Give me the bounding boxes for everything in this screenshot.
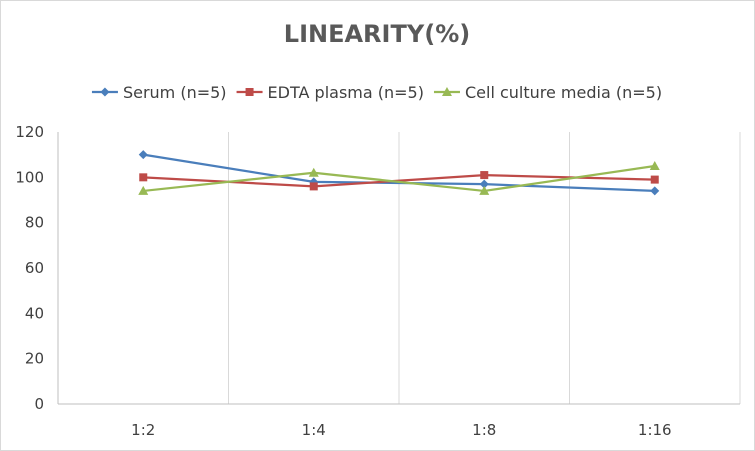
series-line-cell-culture-media-n-5	[143, 164, 655, 193]
legend-marker	[245, 88, 254, 96]
data-point-serum-n-5	[650, 186, 660, 196]
y-tick-label: 100	[15, 168, 44, 186]
data-point-cell-culture-media-n-5	[649, 161, 660, 170]
legend-label: Cell culture media (n=5)	[465, 83, 662, 102]
series-line-serum-n-5	[143, 153, 655, 193]
data-point-edta-plasma-n-5	[480, 171, 489, 180]
data-point-serum-n-5	[138, 150, 148, 160]
axes	[57, 132, 740, 405]
data-point-cell-culture-media-n-5	[479, 185, 490, 195]
y-tick-label: 20	[25, 350, 44, 368]
legend-label: Serum (n=5)	[123, 83, 227, 102]
legend: Serum (n=5) EDTA plasma (n=5) Cell culture…	[91, 83, 662, 102]
data-point-serum-n-5	[479, 179, 489, 189]
y-tick-label: 120	[15, 123, 44, 141]
y-tick-label: 40	[25, 304, 44, 322]
series-cell-culture-media-n-5	[138, 161, 660, 195]
series-group	[138, 150, 660, 196]
data-point-cell-culture-media-n-5	[308, 167, 319, 177]
x-tick-label: 1:16	[638, 421, 672, 439]
data-point-edta-plasma-n-5	[650, 175, 659, 184]
data-point-edta-plasma-n-5	[309, 182, 318, 191]
legend-item-cell-culture-media-n-5: Cell culture media (n=5)	[433, 83, 662, 102]
legend-marker	[100, 87, 110, 97]
x-tick-label: 1:8	[472, 421, 496, 439]
x-axis-ticks: 1:2 1:4 1:8 1:16	[131, 421, 671, 439]
legend-marker	[441, 87, 452, 96]
chart-title: LINEARITY(%)	[284, 20, 470, 48]
legend-label: EDTA plasma (n=5)	[268, 83, 424, 102]
y-axis-ticks: 0 20 40 60 80 100 120	[15, 123, 44, 413]
data-point-edta-plasma-n-5	[139, 173, 148, 182]
legend-item-serum-n-5: Serum (n=5)	[91, 83, 227, 102]
data-point-cell-culture-media-n-5	[138, 185, 149, 195]
x-tick-label: 1:4	[302, 421, 326, 439]
y-tick-label: 80	[25, 214, 44, 232]
y-tick-label: 0	[34, 395, 44, 413]
x-tick-label: 1:2	[131, 421, 155, 439]
legend-item-edta-plasma-n-5: EDTA plasma (n=5)	[236, 83, 424, 102]
y-tick-label: 60	[25, 259, 44, 277]
